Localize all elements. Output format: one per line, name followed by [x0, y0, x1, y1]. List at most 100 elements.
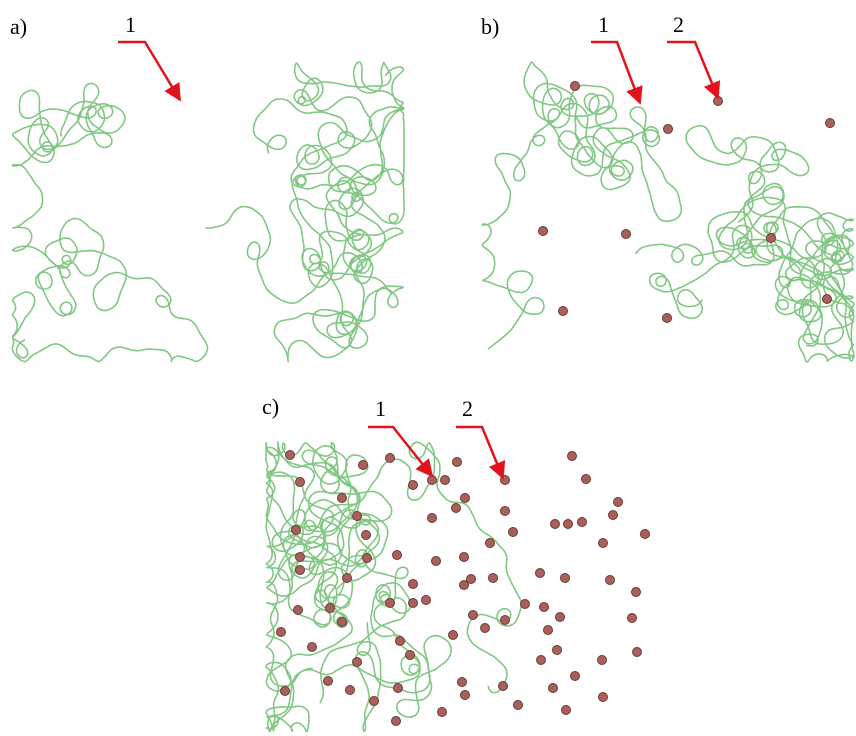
particle: [641, 530, 650, 539]
particle: [540, 603, 549, 612]
particle: [599, 539, 608, 548]
callout-arrow: [667, 42, 718, 98]
particle: [469, 611, 478, 620]
callout-arrow: [456, 427, 503, 478]
particle: [296, 553, 305, 562]
particle: [449, 631, 458, 640]
particle: [452, 504, 461, 513]
particle: [460, 581, 469, 590]
particle: [571, 672, 580, 681]
particle: [561, 574, 570, 583]
particle: [461, 691, 470, 700]
particle: [338, 494, 347, 503]
particle: [486, 539, 495, 548]
particle: [568, 452, 577, 461]
particle: [514, 701, 523, 710]
particle: [393, 551, 402, 560]
particle: [346, 686, 355, 695]
particle: [628, 614, 637, 623]
particle: [501, 616, 510, 625]
particle: [286, 451, 295, 460]
particle: [281, 687, 290, 696]
callout-label: 1: [598, 12, 609, 37]
particle: [386, 454, 395, 463]
particle: [823, 295, 832, 304]
particle: [609, 511, 618, 520]
particle: [386, 599, 395, 608]
particle: [453, 458, 462, 467]
polymer-chain: [12, 83, 207, 361]
figure: a) 1 b) 1 2 c) 1 2: [0, 0, 856, 736]
callout-label: 1: [125, 12, 136, 37]
particle: [556, 613, 565, 622]
particle: [458, 678, 467, 687]
callout-arrow: [118, 42, 180, 100]
particle: [633, 648, 642, 657]
particle: [481, 624, 490, 633]
callout-arrow: [591, 42, 640, 103]
particle: [422, 596, 431, 605]
particle: [294, 606, 303, 615]
particle: [406, 651, 415, 660]
particle: [428, 514, 437, 523]
particle: [536, 569, 545, 578]
particle: [501, 507, 510, 516]
callout-arrow: [368, 427, 432, 476]
particle: [441, 476, 450, 485]
particle: [544, 626, 553, 635]
particle: [606, 576, 615, 585]
particle: [296, 478, 305, 487]
particle: [551, 520, 560, 529]
particle: [826, 119, 835, 128]
callout-label: 2: [462, 396, 473, 421]
particle: [461, 494, 470, 503]
particle: [537, 656, 546, 665]
particle: [428, 476, 437, 485]
particle: [353, 512, 362, 521]
particle: [343, 574, 352, 583]
particle: [362, 531, 371, 540]
particle: [292, 526, 301, 535]
particle: [664, 125, 673, 134]
particle: [582, 475, 591, 484]
particle: [564, 520, 573, 529]
particle: [324, 677, 333, 686]
particle: [598, 656, 607, 665]
particle: [622, 230, 631, 239]
particle: [489, 574, 498, 583]
particle: [539, 227, 548, 236]
panel-label: b): [481, 14, 499, 39]
panel-label: c): [262, 394, 279, 419]
particle: [521, 600, 530, 609]
particle: [409, 599, 418, 608]
particle: [353, 658, 362, 667]
particle: [370, 697, 379, 706]
particle: [499, 682, 508, 691]
panel-label: a): [10, 14, 27, 39]
particle: [409, 481, 418, 490]
particle: [409, 580, 418, 589]
particle: [326, 604, 335, 613]
polymer-chain: [482, 62, 681, 349]
particle: [578, 518, 587, 527]
particle: [338, 618, 347, 627]
particle: [438, 708, 447, 717]
particle: [559, 307, 568, 316]
particle: [549, 684, 558, 693]
particle: [553, 646, 562, 655]
particle: [632, 588, 641, 597]
particle: [562, 706, 571, 715]
particle: [396, 637, 405, 646]
particle: [663, 314, 672, 323]
particle: [460, 553, 469, 562]
particle: [296, 566, 305, 575]
particle: [599, 693, 608, 702]
page: a) 1 b) 1 2 c) 1 2 (() => { const data =…: [0, 0, 856, 736]
particle: [359, 461, 368, 470]
particle: [308, 643, 317, 652]
particle: [363, 554, 372, 563]
callout-label: 2: [673, 12, 684, 37]
particle: [767, 234, 776, 243]
particle: [509, 528, 518, 537]
particle: [432, 557, 441, 566]
